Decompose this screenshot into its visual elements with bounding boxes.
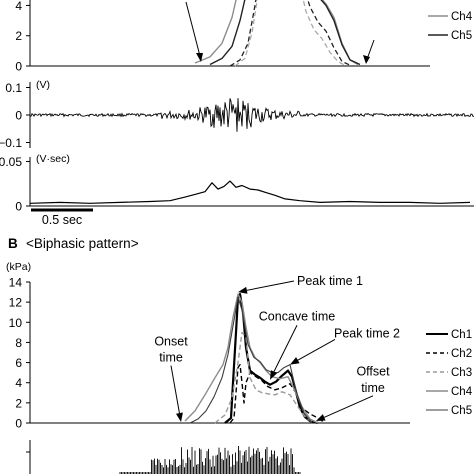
b-pressure-tick-label: 6 [15,356,22,370]
A-pressure-series-2 [229,0,353,67]
b-pressure-tick-label: 8 [15,336,22,350]
b-arrow-1 [270,325,298,379]
series-layer [29,0,474,474]
text-layer: 0 2 4 6 time Ch4 Ch5 0.1 0 −0.1 (V) 0.05 0 (V·sec) 0.5… [0,0,473,431]
b-legend-label-ch3: Ch3 [451,367,472,379]
b-pressure-tick-label: 2 [15,396,22,410]
a-onset-arrow [185,1,202,61]
b-legend-label-ch2: Ch2 [451,348,472,360]
panel-b-title: <Biphasic pattern> [26,236,139,251]
b-annotation-onset: Onset [154,334,188,348]
a-int-tick-label: 0.05 [0,155,22,169]
a-legend-label-ch5: Ch5 [451,30,472,42]
a-emg-unit: (V) [36,79,50,91]
b-annotation-peak-time-1: Peak time 1 [297,274,363,288]
a-pressure-tick-label: 4 [15,0,22,13]
b-annotation-time: time [361,381,385,395]
b-arrowhead-4 [176,412,183,422]
b-emg-trace [119,446,301,474]
panel-b-label: B [8,236,18,251]
a-onset-arrowhead [196,53,203,62]
B-pressure-series-ch1 [224,293,319,425]
b-arrow-4 [170,365,182,421]
b-pressure-tick-label: 14 [9,276,23,290]
a-pressure-tick-label: 2 [15,29,22,43]
b-annotation-concave-time: Concave time [259,309,335,323]
A-integrated-series-0 [29,180,471,204]
b-arrow-2 [291,338,336,365]
b-arrowhead-6 [316,414,326,421]
a-legend-label-ch4: Ch4 [451,11,473,23]
b-pressure-tick-label: 12 [9,296,23,310]
b-arrow-6 [317,395,374,421]
b-legend-label-ch1: Ch1 [451,329,472,341]
axes-layer [26,0,474,474]
A-pressure-series-ch4 [194,0,359,66]
b-pressure-tick-label: 0 [15,417,22,431]
b-legend-label-ch4: Ch4 [451,386,473,398]
a-int-tick-label: 0 [15,200,22,214]
a-emg-tick-label: 0.1 [5,81,22,95]
b-pressure-unit: (kPa) [6,261,31,273]
B-pressure-series-ch3 [214,331,315,424]
b-arrowhead-0 [238,286,248,294]
B-pressure-series-ch5 [189,296,313,424]
b-annotation-offset: Offset [356,365,390,379]
b-annotation-time: time [159,351,183,365]
b-arrow-0 [239,280,295,293]
a-pressure-tick-label: 0 [15,60,22,74]
scale-bar-label: 0.5 sec [42,213,82,227]
a-emg-tick-label: −0.1 [0,136,22,150]
b-pressure-tick-label: 10 [9,316,23,330]
a-int-unit: (V·sec) [36,153,70,165]
b-arrowhead-2 [290,357,300,365]
a-emg-trace [29,98,474,132]
b-pressure-tick-label: 4 [15,376,22,390]
b-arrowhead-1 [270,370,278,380]
a-emg-tick-label: 0 [15,109,22,123]
b-annotation-peak-time-2: Peak time 2 [334,326,400,340]
a-offset-arrowhead [363,55,370,64]
A-pressure-series-ch5 [209,0,361,66]
b-legend-label-ch5: Ch5 [451,405,472,417]
